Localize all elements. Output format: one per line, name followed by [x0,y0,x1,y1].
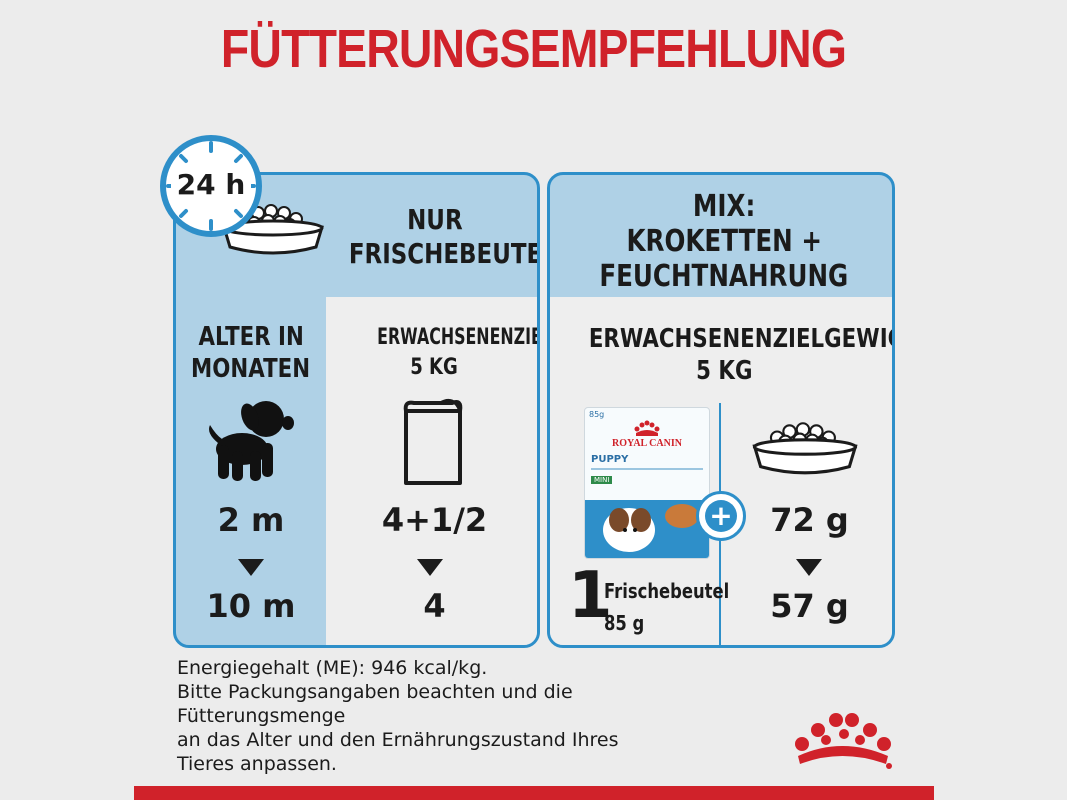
kibble-amount-end: 57 g [770,587,849,625]
puppy-icon [209,401,294,481]
dog-photo-icon [603,508,655,552]
footer-line: an das Alter und den Ernährungszustand I… [177,729,619,751]
footer-line: Fütterungsmenge [177,705,346,727]
down-arrow-icon [238,559,264,576]
clock-label: 24 h [171,168,251,201]
plus-icon: + [696,491,746,541]
variant-badge: MINI [591,476,613,484]
food-bowl-icon [222,204,324,255]
only-pouch-panel: NUR FRISCHEBEUTEL ALTER IN MONATEN ERWAC… [173,172,540,648]
label-stripe [591,468,703,470]
food-bowl-icon [752,422,858,475]
weight-header-line: 5 KG [410,355,459,380]
pouch-count: 1 [568,559,613,633]
footer-line: Bitte Packungsangaben beachten und die [177,681,573,703]
header-line: FRISCHEBEUTEL [348,237,540,270]
product-pouch-image: 85g ROYAL CANIN PUPPY MINI [584,407,710,559]
down-arrow-icon [417,559,443,576]
header-line: FEUCHTNAHRUNG [599,259,849,294]
footer-note: Energiegehalt (ME): 946 kcal/kg. Bitte P… [177,656,697,776]
footer-line: Tieres anpassen. [177,753,337,775]
age-header-line: MONATEN [191,354,311,384]
weight-header-line: ERWACHSENENZIELGEWICHT: [588,324,892,354]
page-title: FÜTTERUNGSEMPFEHLUNG [220,19,847,79]
product-name: PUPPY [591,454,629,465]
header-line: NUR [406,203,463,236]
age-start: 2 m [217,501,285,539]
pouch-amount-end: 4 [423,587,446,625]
pouch-label: Frischebeutel [604,579,730,603]
age-header: ALTER IN MONATEN [176,321,326,385]
header-line: MIX: [692,189,756,224]
pouch-amount-start: 4+1/2 [381,501,488,539]
brand-bar [134,786,934,800]
age-header-line: ALTER IN [198,322,304,352]
down-arrow-icon [796,559,822,576]
pouch-icon [403,398,463,485]
food-bowl-photo [665,504,699,528]
weight-header: ERWACHSENENZIELGEWICHT: 5 KG [326,323,540,383]
kibble-amount-start: 72 g [770,501,849,539]
royal-canin-logo-icon [795,713,892,769]
footer-line: Energiegehalt (ME): 946 kcal/kg. [177,657,488,679]
only-pouch-header: NUR FRISCHEBEUTEL [326,203,540,271]
header-line: KROKETTEN + [626,224,822,259]
weight-header-line: 5 KG [695,356,753,386]
brand-name: ROYAL CANIN [612,438,682,449]
mix-header: MIX: KROKETTEN + FEUCHTNAHRUNG [550,189,892,294]
pouch-weight: 85 g [604,611,645,635]
age-end: 10 m [206,587,296,625]
mix-panel: MIX: KROKETTEN + FEUCHTNAHRUNG ERWACHSEN… [547,172,895,648]
package-weight: 85g [589,410,605,419]
weight-column-bg [326,297,537,645]
crown-logo-icon [634,420,660,436]
weight-header: ERWACHSENENZIELGEWICHT: 5 KG [550,323,892,387]
weight-header-line: ERWACHSENENZIELGEWICHT: [377,325,540,350]
